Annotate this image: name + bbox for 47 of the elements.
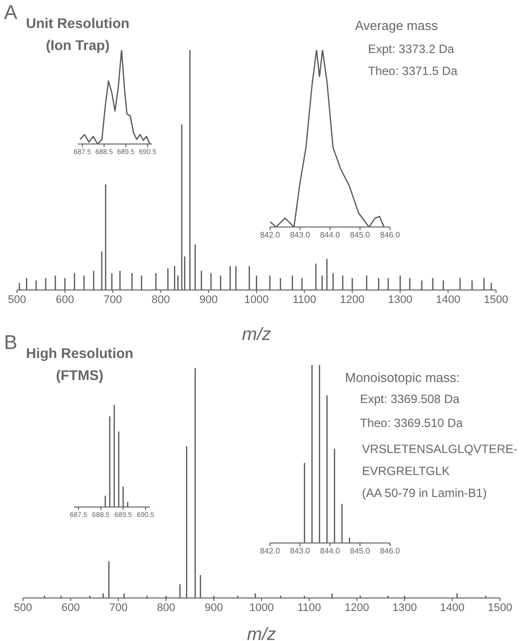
x-tick-label: 1200	[340, 294, 365, 306]
chart-subtitle: High Resolution (FTMS)	[26, 344, 134, 385]
annotation: Theo: 3369.510 Da	[360, 416, 463, 430]
x-tick-label: 843.0	[290, 230, 311, 240]
x-axis-title: m/z	[247, 624, 276, 641]
x-tick-label: 1400	[440, 602, 465, 614]
x-tick-label: 1500	[484, 294, 508, 306]
x-tick-label: 843.0	[290, 546, 311, 556]
x-tick-label: 700	[104, 294, 122, 306]
annotation: Theo: 3371.5 Da	[368, 64, 458, 78]
annotation: Expt: 3369.508 Da	[360, 392, 460, 406]
x-tick-label: 1000	[249, 602, 274, 614]
x-tick-label: 800	[156, 602, 176, 614]
x-tick-label: 1100	[297, 602, 322, 614]
chart-title: A	[4, 2, 18, 25]
x-tick-label: 1400	[436, 294, 460, 306]
x-tick-label: 600	[56, 294, 74, 306]
x-tick-label: 842.0	[260, 230, 281, 240]
x-tick-label: 500	[8, 294, 26, 306]
x-tick-label: 900	[199, 294, 218, 306]
annotation: VRSLETENSALGLQVTERE-	[362, 442, 518, 456]
x-tick-label: 900	[204, 602, 223, 614]
annotation: (AA 50-79 in Lamin-B1)	[362, 486, 487, 500]
chart-subtitle: Unit Resolution (Ion Trap)	[26, 14, 130, 55]
x-tick-label: 700	[109, 602, 128, 614]
x-tick-label: 846.0	[380, 546, 401, 556]
x-tick-label: 1100	[292, 294, 316, 306]
x-tick-label: 500	[14, 602, 32, 614]
annotation: EVRGRELTGLK	[362, 464, 450, 478]
x-tick-label: 1500	[488, 602, 512, 614]
x-axis-title: m/z	[242, 324, 271, 344]
annotation: Expt: 3373.2 Da	[368, 42, 454, 56]
x-tick-label: 1300	[392, 602, 417, 614]
text: Average mass	[355, 18, 438, 33]
x-tick-label: 844.0	[320, 546, 341, 556]
annotation: Monoisotopic mass:	[345, 370, 460, 385]
x-tick-label: 1200	[344, 602, 370, 614]
x-tick-label: 846.0	[380, 230, 401, 240]
chart-title: B	[4, 332, 18, 355]
x-tick-label: 600	[62, 602, 80, 614]
x-tick-label: 800	[152, 294, 170, 306]
x-tick-label: 1000	[244, 294, 269, 306]
x-tick-label: 1300	[388, 294, 412, 306]
x-tick-label: 844.0	[320, 230, 341, 240]
x-tick-label: 845.0	[350, 546, 371, 556]
x-tick-label: 845.0	[350, 230, 371, 240]
x-tick-label: 842.0	[260, 546, 281, 556]
